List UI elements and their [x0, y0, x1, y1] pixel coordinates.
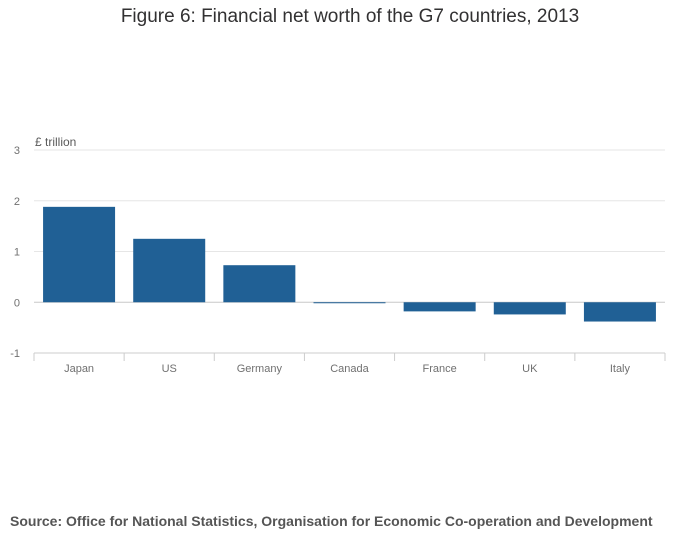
y-tick-label: -1	[10, 348, 20, 360]
y-tick-label: 3	[14, 145, 20, 157]
y-tick-label: 1	[14, 247, 20, 259]
source-note: Source: Office for National Statistics, …	[10, 513, 653, 529]
y-axis-unit-label: £ trillion	[35, 135, 76, 149]
bar-us	[133, 238, 206, 303]
x-tick-label: UK	[522, 363, 538, 375]
x-tick-label: Germany	[237, 363, 283, 375]
y-tick-label: 2	[14, 196, 20, 208]
bar-canada	[313, 302, 386, 304]
bar-japan	[43, 206, 116, 303]
bar-italy	[583, 302, 656, 322]
x-tick-label: Canada	[330, 363, 369, 375]
x-tick-label: France	[423, 363, 457, 375]
y-axis-ticks: 3 2 1 0 -1	[10, 145, 20, 360]
gridlines	[34, 149, 665, 303]
x-axis: Japan US Germany Canada France UK Italy	[33, 352, 666, 375]
x-tick-label: US	[162, 363, 177, 375]
y-tick-label: 0	[14, 297, 20, 309]
chart-title: Figure 6: Financial net worth of the G7 …	[120, 6, 580, 27]
x-tick-label: Italy	[610, 363, 631, 375]
bar-uk	[493, 302, 566, 315]
bar-germany	[223, 265, 296, 303]
bars	[43, 206, 656, 322]
bar-france	[403, 302, 476, 312]
x-tick-label: Japan	[64, 363, 94, 375]
